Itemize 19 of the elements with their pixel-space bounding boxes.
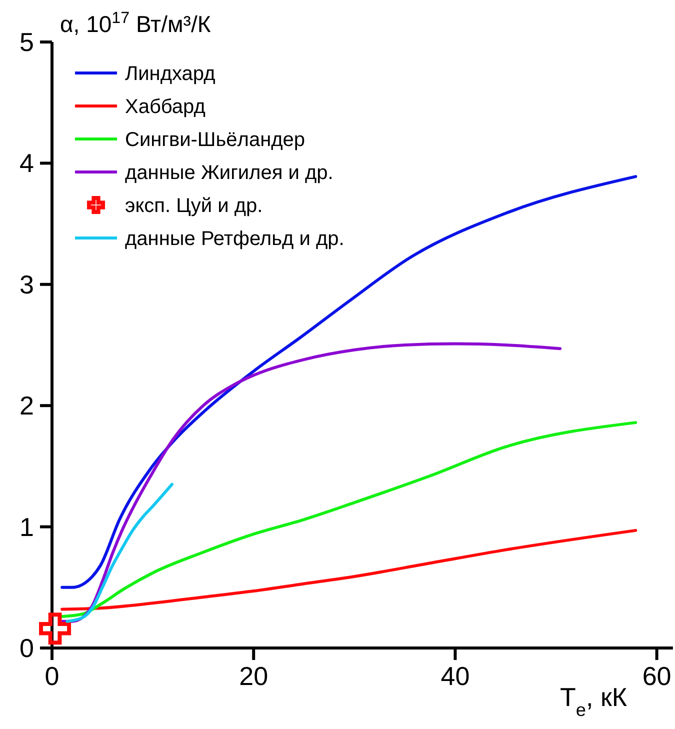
x-tick-label: 0 <box>44 661 60 691</box>
legend-label: Линдхард <box>125 63 216 85</box>
legend-label: Хаббард <box>125 96 206 118</box>
y-tick-label: 3 <box>20 269 34 300</box>
line-series <box>60 528 638 611</box>
x-tick-label: 60 <box>642 661 672 691</box>
y-tick-label: 4 <box>20 148 34 178</box>
y-tick-label: 5 <box>20 27 34 57</box>
legend-label: данные Ретфельд и др. <box>125 228 344 250</box>
x-tick-label: 20 <box>239 661 268 691</box>
y-tick-label: 2 <box>20 390 34 421</box>
legend-label: данные Жигилея и др. <box>125 162 334 184</box>
x-tick-label: 40 <box>440 661 470 691</box>
y-tick-label: 1 <box>20 512 34 542</box>
x-axis-title: T$_{e}$, кК <box>560 682 627 720</box>
legend-label: Сингви-Шьёландер <box>125 129 306 151</box>
y-tick-label: 0 <box>20 633 34 663</box>
legend-label: эксп. Цуй и др. <box>125 195 263 217</box>
y-axis-title: α, 10$^{17}$ Вт/м³/К <box>60 9 212 37</box>
